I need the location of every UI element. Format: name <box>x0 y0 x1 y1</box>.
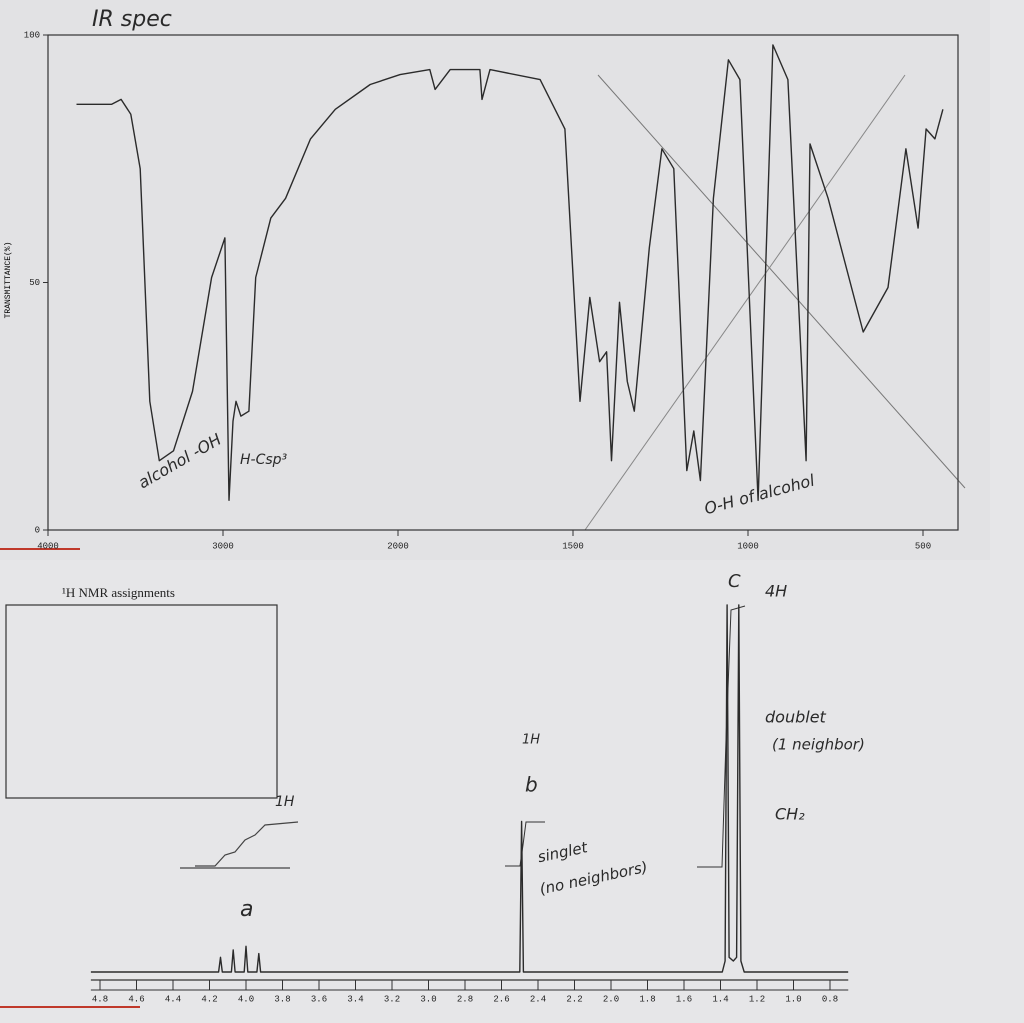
ir-sheet <box>0 0 990 560</box>
x-tick-label: 2.2 <box>566 994 582 1004</box>
x-tick-label: 2.4 <box>530 994 546 1004</box>
x-tick-label: 3.2 <box>384 994 400 1004</box>
x-tick-label: 1500 <box>562 541 584 551</box>
x-tick-label: 4.2 <box>201 994 217 1004</box>
x-tick-label: 1.0 <box>785 994 801 1004</box>
y-axis-label: TRANSMITTANCE(%) <box>4 242 13 319</box>
x-tick-label: 3000 <box>212 541 234 551</box>
x-tick-label: 4.6 <box>128 994 144 1004</box>
annotation: a <box>240 897 253 922</box>
annotation: doublet <box>765 708 827 727</box>
x-tick-label: 1000 <box>737 541 759 551</box>
answer-box <box>5 604 278 799</box>
x-tick-label: 4.4 <box>165 994 181 1004</box>
hand-line <box>584 74 906 531</box>
x-tick-label: 1.2 <box>749 994 765 1004</box>
annotation: CH₂ <box>775 805 805 824</box>
x-tick-label: 4000 <box>37 541 59 551</box>
x-tick-label: 1.6 <box>676 994 692 1004</box>
x-tick-label: 4.0 <box>238 994 254 1004</box>
x-tick-label: 2.8 <box>457 994 473 1004</box>
annotation: C <box>728 571 741 592</box>
section-title: ¹H NMR assignments <box>62 585 175 600</box>
spectrum-line <box>90 604 849 973</box>
annotation: 1H <box>522 733 540 748</box>
x-tick-label: 1.8 <box>639 994 655 1004</box>
hand-line <box>597 74 966 489</box>
x-tick-label: 3.6 <box>311 994 327 1004</box>
y-tick-label: 0 <box>35 525 40 535</box>
x-tick-label: 2.6 <box>493 994 509 1004</box>
x-tick-label: 2.0 <box>603 994 619 1004</box>
annotation: 1H <box>275 794 295 810</box>
x-tick-label: 3.4 <box>347 994 363 1004</box>
integral-trace <box>505 821 545 867</box>
annotation: (1 neighbor) <box>772 736 865 754</box>
x-tick-label: 500 <box>915 541 931 551</box>
annotation: H-Csp³ <box>240 452 288 468</box>
x-tick-label: 1.4 <box>712 994 728 1004</box>
x-tick-label: 3.8 <box>274 994 290 1004</box>
x-tick-label: 4.8 <box>92 994 108 1004</box>
y-tick-label: 100 <box>24 30 40 40</box>
y-tick-label: 50 <box>29 278 40 288</box>
x-tick-label: 3.0 <box>420 994 436 1004</box>
spectrum-line <box>76 44 944 501</box>
x-tick-label: 2000 <box>387 541 409 551</box>
annotation: b <box>525 773 538 797</box>
annotation: IR spec <box>92 7 172 32</box>
integral-trace <box>180 821 299 869</box>
annotation: 4H <box>765 582 787 601</box>
x-tick-label: 0.8 <box>822 994 838 1004</box>
